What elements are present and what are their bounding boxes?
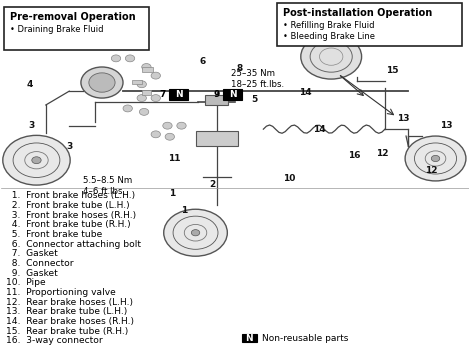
Circle shape bbox=[151, 72, 160, 79]
Text: 5.5–8.5 Nm
4–6 ft.lbs.: 5.5–8.5 Nm 4–6 ft.lbs. bbox=[83, 176, 133, 196]
Circle shape bbox=[177, 122, 186, 129]
Text: Post-installation Operation: Post-installation Operation bbox=[283, 8, 433, 18]
Text: 2: 2 bbox=[209, 180, 215, 189]
FancyBboxPatch shape bbox=[242, 334, 257, 342]
Circle shape bbox=[32, 157, 41, 164]
Circle shape bbox=[431, 155, 440, 162]
Text: Non-reusable parts: Non-reusable parts bbox=[262, 334, 348, 342]
Circle shape bbox=[191, 230, 200, 236]
Bar bbox=[205, 95, 228, 105]
Text: 9: 9 bbox=[213, 90, 220, 99]
Circle shape bbox=[164, 209, 228, 256]
Circle shape bbox=[301, 34, 362, 79]
FancyBboxPatch shape bbox=[223, 89, 242, 100]
Text: 7: 7 bbox=[160, 90, 166, 99]
Text: 4.  Front brake tube (R.H.): 4. Front brake tube (R.H.) bbox=[6, 220, 131, 229]
Text: 12: 12 bbox=[426, 166, 438, 175]
Text: 8.  Connector: 8. Connector bbox=[6, 259, 73, 268]
Text: 16.  3-way connector: 16. 3-way connector bbox=[6, 336, 103, 345]
Circle shape bbox=[405, 136, 466, 181]
Circle shape bbox=[3, 135, 70, 185]
Text: 3: 3 bbox=[66, 142, 73, 151]
Text: N: N bbox=[246, 334, 253, 342]
Circle shape bbox=[151, 95, 160, 102]
Text: 15: 15 bbox=[386, 66, 398, 75]
Text: 11.  Proportioning valve: 11. Proportioning valve bbox=[6, 288, 116, 297]
Bar bbox=[142, 90, 151, 95]
Text: 1.  Front brake hoses (L.H.): 1. Front brake hoses (L.H.) bbox=[6, 191, 135, 200]
Circle shape bbox=[137, 95, 146, 102]
Circle shape bbox=[111, 55, 121, 62]
Text: 6: 6 bbox=[200, 57, 206, 66]
Text: 13: 13 bbox=[398, 114, 410, 123]
Text: 12.  Rear brake hoses (L.H.): 12. Rear brake hoses (L.H.) bbox=[6, 298, 133, 307]
Text: 8: 8 bbox=[237, 64, 243, 73]
Text: 4: 4 bbox=[26, 80, 33, 89]
Text: • Draining Brake Fluid: • Draining Brake Fluid bbox=[10, 25, 103, 34]
Text: 3: 3 bbox=[28, 121, 35, 130]
Text: 14: 14 bbox=[299, 88, 312, 97]
Bar bbox=[142, 67, 154, 72]
Text: • Refilling Brake Fluid: • Refilling Brake Fluid bbox=[283, 21, 375, 30]
Bar bbox=[132, 80, 142, 84]
Bar bbox=[196, 131, 237, 147]
Circle shape bbox=[81, 67, 123, 98]
Text: 12: 12 bbox=[376, 149, 389, 158]
Text: N: N bbox=[228, 90, 237, 99]
Text: 11: 11 bbox=[168, 154, 181, 163]
Text: 1: 1 bbox=[181, 206, 187, 215]
Text: 5: 5 bbox=[251, 95, 257, 104]
Circle shape bbox=[89, 73, 115, 92]
Text: N: N bbox=[175, 90, 182, 99]
Circle shape bbox=[151, 131, 160, 138]
Text: 3.  Front brake hoses (R.H.): 3. Front brake hoses (R.H.) bbox=[6, 211, 136, 220]
Text: 1: 1 bbox=[169, 188, 175, 198]
Text: 25–35 Nm
18–25 ft.lbs.: 25–35 Nm 18–25 ft.lbs. bbox=[231, 69, 284, 89]
Text: 5.  Front brake tube: 5. Front brake tube bbox=[6, 230, 102, 239]
Text: 13.  Rear brake tube (L.H.): 13. Rear brake tube (L.H.) bbox=[6, 307, 128, 316]
Text: 13: 13 bbox=[439, 121, 452, 130]
Text: 2.  Front brake tube (L.H.): 2. Front brake tube (L.H.) bbox=[6, 201, 130, 210]
Text: 14: 14 bbox=[313, 125, 326, 134]
FancyBboxPatch shape bbox=[277, 3, 462, 46]
Circle shape bbox=[125, 55, 135, 62]
Circle shape bbox=[139, 109, 149, 115]
Circle shape bbox=[165, 133, 174, 140]
FancyBboxPatch shape bbox=[169, 89, 188, 100]
Text: • Bleeding Brake Line: • Bleeding Brake Line bbox=[283, 32, 375, 41]
Text: 9.  Gasket: 9. Gasket bbox=[6, 269, 58, 278]
Circle shape bbox=[137, 81, 146, 88]
FancyBboxPatch shape bbox=[4, 7, 149, 50]
Text: 7.  Gasket: 7. Gasket bbox=[6, 249, 58, 258]
Text: Pre-removal Operation: Pre-removal Operation bbox=[10, 12, 136, 22]
Circle shape bbox=[163, 122, 172, 129]
Text: 10: 10 bbox=[283, 174, 295, 183]
Text: 16: 16 bbox=[348, 150, 361, 159]
Text: 14.  Rear brake hoses (R.H.): 14. Rear brake hoses (R.H.) bbox=[6, 317, 134, 326]
Text: 15.  Rear brake tube (R.H.): 15. Rear brake tube (R.H.) bbox=[6, 327, 128, 336]
Circle shape bbox=[123, 105, 132, 112]
Circle shape bbox=[142, 64, 151, 70]
Text: 10.  Pipe: 10. Pipe bbox=[6, 278, 46, 287]
Text: 6.  Connector attaching bolt: 6. Connector attaching bolt bbox=[6, 240, 141, 248]
